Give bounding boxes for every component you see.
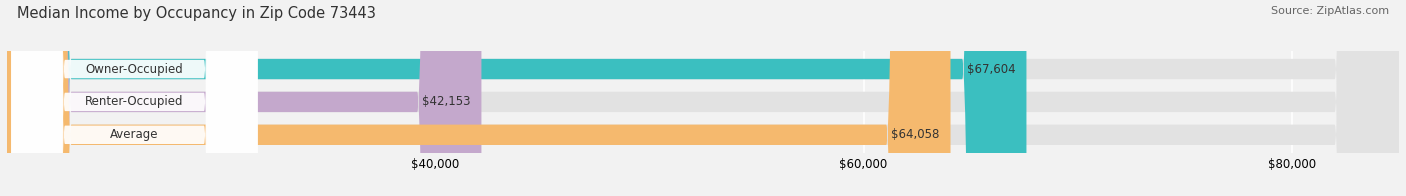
FancyBboxPatch shape (7, 0, 1399, 196)
Text: $42,153: $42,153 (422, 95, 471, 108)
FancyBboxPatch shape (11, 0, 257, 196)
Text: Renter-Occupied: Renter-Occupied (86, 95, 184, 108)
FancyBboxPatch shape (7, 0, 1399, 196)
Text: Average: Average (110, 128, 159, 141)
FancyBboxPatch shape (7, 0, 481, 196)
Text: $64,058: $64,058 (891, 128, 939, 141)
FancyBboxPatch shape (11, 0, 257, 196)
Text: Source: ZipAtlas.com: Source: ZipAtlas.com (1271, 6, 1389, 16)
FancyBboxPatch shape (7, 0, 1026, 196)
FancyBboxPatch shape (7, 0, 1399, 196)
FancyBboxPatch shape (11, 0, 257, 196)
FancyBboxPatch shape (7, 0, 950, 196)
Text: Owner-Occupied: Owner-Occupied (86, 63, 183, 75)
Text: $67,604: $67,604 (967, 63, 1015, 75)
Text: Median Income by Occupancy in Zip Code 73443: Median Income by Occupancy in Zip Code 7… (17, 6, 375, 21)
